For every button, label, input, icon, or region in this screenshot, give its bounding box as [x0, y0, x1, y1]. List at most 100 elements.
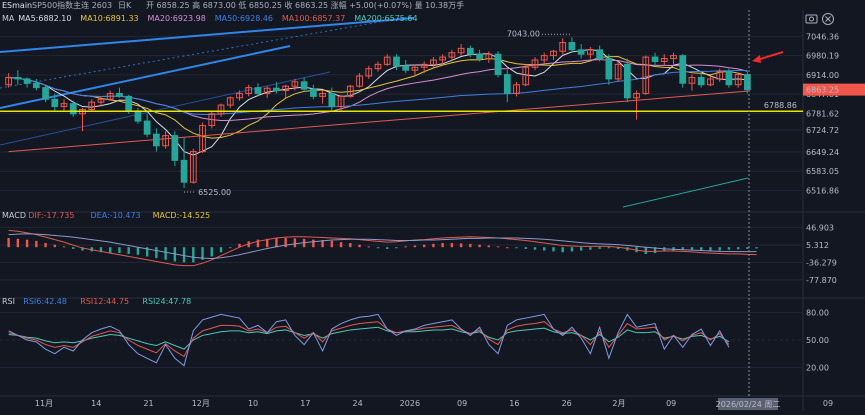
- candle[interactable]: [337, 94, 345, 111]
- candle[interactable]: [374, 61, 382, 72]
- legend-item[interactable]: MA5:6882.10: [18, 14, 71, 23]
- legend-item[interactable]: MA10:6891.33: [80, 14, 138, 23]
- candle[interactable]: [254, 83, 262, 97]
- candle[interactable]: [670, 52, 677, 65]
- candle[interactable]: [716, 68, 724, 82]
- macd-dea-line[interactable]: [8, 233, 757, 260]
- candle[interactable]: [466, 45, 474, 58]
- candle[interactable]: [14, 70, 22, 85]
- candle[interactable]: [457, 44, 465, 56]
- candle[interactable]: [291, 78, 299, 91]
- rsi12-line[interactable]: [8, 321, 730, 358]
- candle[interactable]: [430, 57, 437, 68]
- candle[interactable]: [143, 113, 151, 138]
- camera-icon[interactable]: [805, 14, 818, 24]
- rsi6-line[interactable]: [8, 313, 730, 367]
- candle[interactable]: [60, 99, 68, 111]
- candle[interactable]: [697, 71, 705, 88]
- legend-item[interactable]: MA50:6928.46: [215, 14, 273, 23]
- candle[interactable]: [236, 90, 243, 101]
- candle[interactable]: [513, 81, 520, 97]
- candle[interactable]: [734, 73, 742, 88]
- channel-upper-line[interactable]: [0, 17, 415, 53]
- candle[interactable]: [208, 110, 216, 129]
- legend-item[interactable]: MA200:6575.64: [354, 14, 417, 23]
- candle[interactable]: [153, 128, 160, 152]
- candle[interactable]: [540, 52, 548, 65]
- candle[interactable]: [199, 122, 206, 154]
- candle[interactable]: [744, 71, 751, 94]
- candle[interactable]: [300, 77, 308, 92]
- legend-item[interactable]: DEA:-10.473: [91, 211, 141, 220]
- candle[interactable]: [356, 73, 363, 88]
- candle[interactable]: [116, 87, 123, 98]
- candle[interactable]: [69, 100, 77, 117]
- candle[interactable]: [273, 81, 280, 94]
- price-axis[interactable]: 6516.866583.056649.246724.726781.626847.…: [803, 32, 865, 372]
- candle[interactable]: [402, 60, 410, 74]
- candle[interactable]: [623, 58, 631, 103]
- candle[interactable]: [688, 74, 696, 91]
- candle[interactable]: [189, 148, 197, 184]
- legend-item[interactable]: MACD: [2, 211, 26, 220]
- legend-item[interactable]: RSI12:44.75: [80, 297, 129, 306]
- candle[interactable]: [383, 54, 391, 66]
- candle[interactable]: [51, 93, 59, 111]
- legend-item[interactable]: RSI: [2, 297, 15, 306]
- candle[interactable]: [411, 64, 419, 76]
- candle[interactable]: [531, 57, 539, 71]
- candle[interactable]: [614, 61, 622, 82]
- candle[interactable]: [439, 54, 447, 65]
- candle[interactable]: [568, 37, 576, 53]
- candle[interactable]: [577, 44, 585, 59]
- candle[interactable]: [725, 68, 733, 88]
- candle[interactable]: [42, 84, 49, 103]
- candle[interactable]: [559, 38, 567, 55]
- candle[interactable]: [605, 54, 613, 85]
- candle[interactable]: [226, 96, 234, 108]
- candle[interactable]: [633, 90, 640, 120]
- candle[interactable]: [393, 54, 400, 71]
- candle[interactable]: [660, 54, 668, 66]
- candle[interactable]: [217, 103, 225, 117]
- close-icon[interactable]: [822, 13, 834, 25]
- candle[interactable]: [679, 54, 687, 88]
- legend-item[interactable]: DIF:-17.735: [28, 211, 74, 220]
- candle[interactable]: [522, 64, 530, 87]
- candle[interactable]: [328, 87, 336, 111]
- candle[interactable]: [587, 46, 594, 59]
- candle[interactable]: [346, 84, 354, 98]
- legend-item[interactable]: MA100:6857.37: [282, 14, 345, 23]
- period-label[interactable]: 日K: [118, 1, 132, 10]
- candle[interactable]: [245, 84, 253, 97]
- legend-item[interactable]: RSI6:42.48: [23, 297, 67, 306]
- legend-item[interactable]: MA: [2, 14, 15, 23]
- candle[interactable]: [309, 84, 317, 100]
- candle[interactable]: [642, 55, 650, 95]
- candle[interactable]: [494, 51, 502, 78]
- candle[interactable]: [596, 45, 603, 62]
- candle[interactable]: [651, 52, 659, 66]
- candle[interactable]: [180, 137, 188, 188]
- candle[interactable]: [88, 99, 96, 111]
- candle[interactable]: [263, 86, 271, 98]
- legend-item[interactable]: RSI24:47.78: [142, 297, 191, 306]
- candle[interactable]: [485, 51, 493, 63]
- candle[interactable]: [503, 70, 511, 103]
- candle[interactable]: [420, 61, 428, 74]
- short-green-trend-line[interactable]: [622, 177, 749, 208]
- candle[interactable]: [282, 84, 290, 98]
- candle[interactable]: [106, 90, 114, 101]
- macd-dif-line[interactable]: [8, 229, 757, 267]
- time-axis[interactable]: 11月 14 21 12月 10 17 24 2026 09 16 26 2月 09 09 2026/02/…: [35, 398, 833, 410]
- candle[interactable]: [32, 78, 40, 91]
- candle[interactable]: [23, 77, 31, 88]
- symbol-label[interactable]: ESmain: [2, 1, 32, 10]
- candle[interactable]: [550, 49, 557, 60]
- rsi24-line[interactable]: [8, 326, 730, 350]
- legend-item[interactable]: MA20:6923.98: [148, 14, 206, 23]
- candle[interactable]: [319, 90, 326, 104]
- candle[interactable]: [707, 76, 714, 87]
- candle[interactable]: [5, 73, 12, 88]
